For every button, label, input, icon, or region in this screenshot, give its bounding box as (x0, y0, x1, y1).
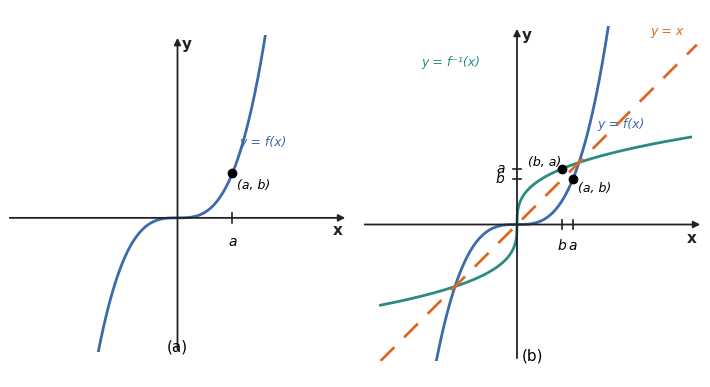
Text: (a, b): (a, b) (236, 179, 270, 192)
Text: x: x (687, 231, 697, 246)
Text: a: a (496, 162, 505, 176)
Text: y: y (182, 37, 192, 52)
Text: b: b (496, 172, 505, 186)
Text: x: x (333, 223, 343, 238)
Text: (a): (a) (167, 340, 188, 355)
Text: b: b (558, 239, 567, 253)
Text: (b): (b) (522, 349, 543, 364)
Text: y: y (523, 29, 532, 43)
Text: y = x: y = x (650, 25, 684, 38)
Text: (a, b): (a, b) (578, 182, 611, 195)
Text: y = f⁻¹(x): y = f⁻¹(x) (421, 57, 480, 69)
Text: (b, a): (b, a) (528, 156, 562, 169)
Text: y = f(x): y = f(x) (240, 136, 287, 149)
Text: a: a (569, 239, 577, 253)
Text: a: a (228, 235, 236, 249)
Text: y = f(x): y = f(x) (598, 118, 645, 131)
